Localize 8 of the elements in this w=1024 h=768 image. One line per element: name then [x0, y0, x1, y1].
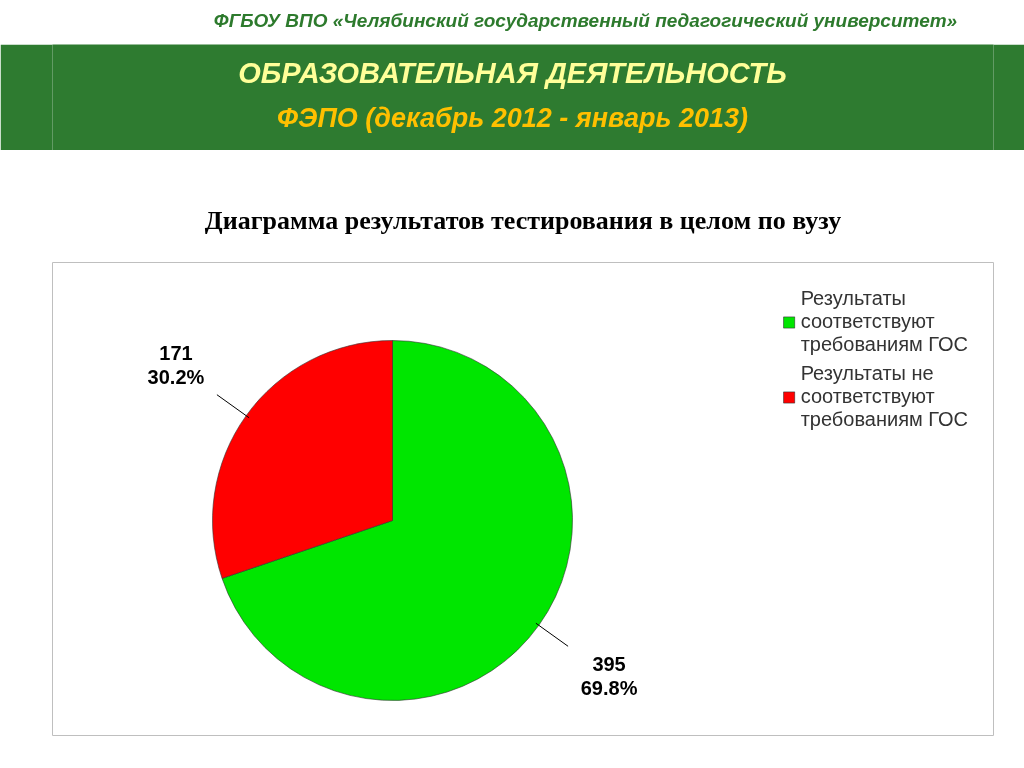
text: ФЭПО (декабрь 2012 - январь 2013) — [276, 102, 749, 133]
data-label: 171 30.2% — [147, 342, 205, 389]
legend-label: Результаты соответствуют требованиям ГОС — [800, 287, 968, 356]
data-label: 395 69.8% — [580, 652, 638, 699]
legend-label: Результаты не соответствуют требованиям ГОС — [800, 362, 968, 431]
chart-title: Диаграмма результатов тестирования в целом по вузу — [204, 206, 842, 235]
text: ОБРАЗОВАТЕЛЬНАЯ ДЕЯТЕЛЬНОСТЬ — [238, 56, 787, 89]
text: ФГБОУ ВПО «Челябинский государственный педагогический университет» — [213, 10, 958, 31]
